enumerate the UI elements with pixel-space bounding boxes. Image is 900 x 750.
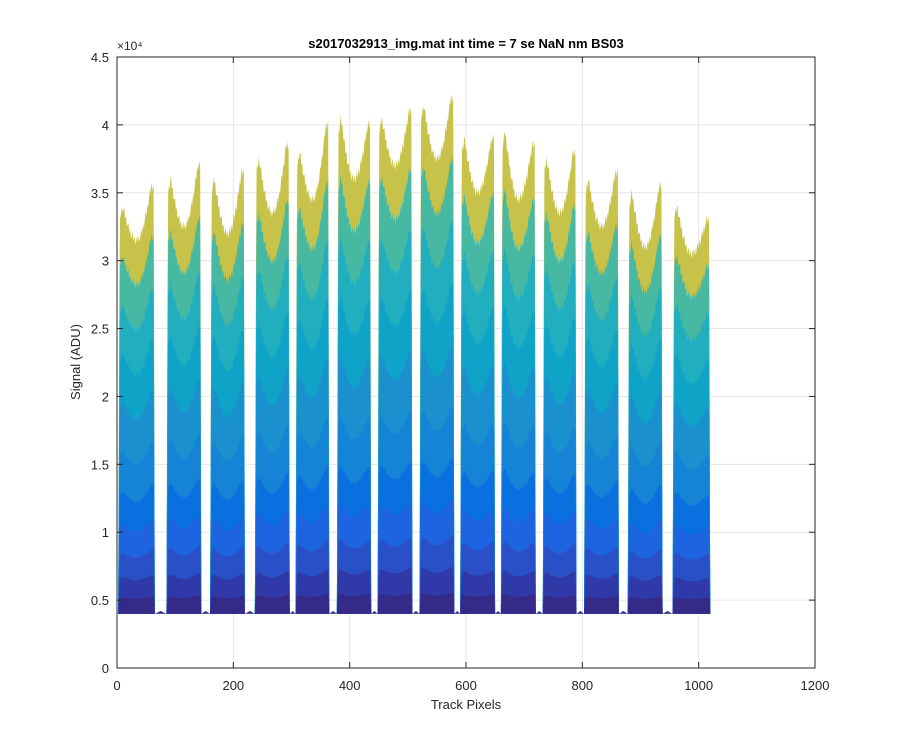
- signal-layer: [295, 593, 330, 614]
- channel-2: [166, 160, 202, 614]
- signal-layer: [336, 593, 372, 614]
- gap-notch: [495, 610, 501, 614]
- channel-7: [377, 106, 413, 614]
- x-tick-label: 800: [571, 678, 593, 693]
- y-tick-labels: 0 0.5 1 1.5 2 2.5 3 3.5 4 4.5: [91, 50, 109, 676]
- gap-notch: [412, 610, 420, 614]
- gap-notch: [244, 610, 255, 614]
- signal-layer: [584, 595, 619, 614]
- channel-5: [295, 120, 330, 614]
- x-tick-labels: 0 200 400 600 800 1000 1200: [113, 678, 829, 693]
- signal-layer: [500, 594, 536, 614]
- signal-layer: [672, 597, 711, 614]
- signal-layer: [254, 594, 290, 614]
- signal-layer: [210, 595, 245, 614]
- gap-notch: [618, 610, 628, 614]
- gap-notch: [454, 610, 461, 614]
- x-tick-label: 1200: [801, 678, 830, 693]
- channel-6: [336, 113, 372, 614]
- y-tick-label: 2: [102, 389, 109, 404]
- signal-layer: [118, 596, 155, 614]
- x-tick-label: 0: [113, 678, 120, 693]
- x-tick-label: 200: [222, 678, 244, 693]
- baseline-strip: [154, 610, 673, 614]
- signal-layer: [627, 596, 663, 614]
- channel-14: [672, 205, 711, 614]
- channel-8: [419, 94, 455, 614]
- data-series: [118, 94, 711, 614]
- y-tick-label: 3.5: [91, 186, 109, 201]
- y-tick-label: 4.5: [91, 50, 109, 65]
- signal-layer: [542, 595, 577, 614]
- gap-notch: [201, 610, 211, 614]
- y-tick-label: 1: [102, 525, 109, 540]
- gap-notch: [662, 610, 673, 614]
- y-axis-label: Signal (ADU): [68, 324, 83, 400]
- y-exponent-label: ×10⁴: [117, 39, 143, 53]
- channel-3: [210, 167, 245, 614]
- gap-notch: [289, 610, 296, 614]
- signal-layer: [419, 592, 455, 614]
- y-tick-label: 2.5: [91, 322, 109, 337]
- gap-notch: [371, 610, 378, 614]
- x-tick-label: 600: [455, 678, 477, 693]
- gap-notch: [576, 610, 585, 614]
- channel-9: [460, 133, 496, 614]
- channel-13: [627, 181, 663, 614]
- gap-notch: [154, 610, 167, 614]
- x-tick-label: 400: [339, 678, 361, 693]
- channel-4: [254, 142, 290, 614]
- chart-title: s2017032913_img.mat int time = 7 se NaN …: [308, 36, 623, 51]
- signal-layer: [460, 594, 496, 614]
- x-tick-label: 1000: [684, 678, 713, 693]
- ticks: [116, 56, 816, 669]
- y-tick-label: 0.5: [91, 593, 109, 608]
- y-tick-label: 0: [102, 661, 109, 676]
- channel-11: [542, 148, 577, 614]
- y-tick-label: 1.5: [91, 457, 109, 472]
- signal-layer: [166, 595, 202, 614]
- x-axis-label: Track Pixels: [431, 697, 502, 712]
- gap-notch: [329, 610, 337, 614]
- y-tick-label: 4: [102, 118, 109, 133]
- signal-layer: [377, 593, 413, 614]
- channel-12: [584, 167, 619, 614]
- channel-10: [500, 130, 536, 614]
- gap-notch: [535, 610, 543, 614]
- channel-1: [118, 182, 155, 614]
- y-tick-label: 3: [102, 254, 109, 269]
